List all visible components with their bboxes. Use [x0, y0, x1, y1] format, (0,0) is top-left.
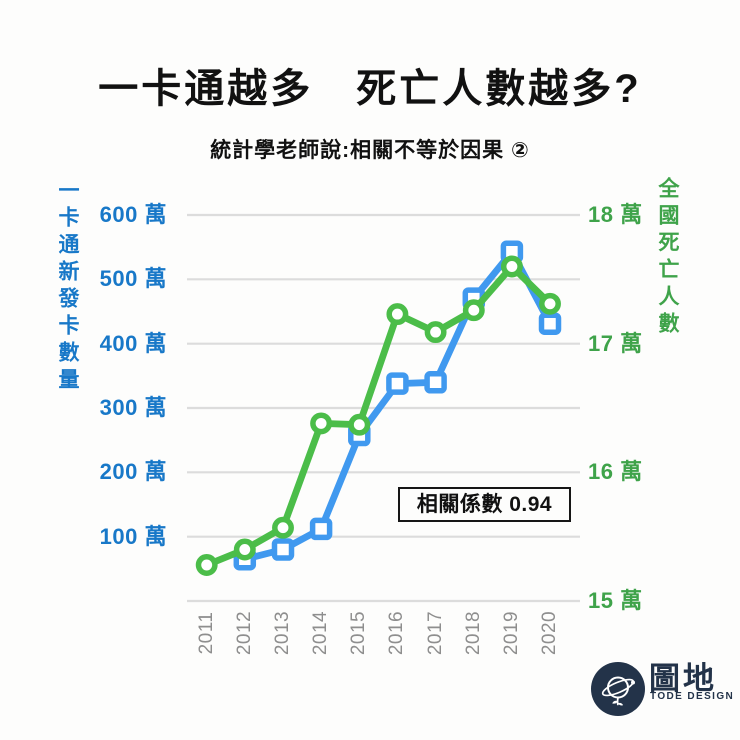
x-axis-year-label: 2017	[425, 610, 446, 656]
x-axis-year-label: 2020	[539, 610, 560, 656]
circle-data-marker	[500, 255, 523, 278]
circle-data-marker	[386, 303, 409, 326]
x-axis-year-label: 2013	[272, 610, 293, 656]
page-subtitle: 統計學老師說:相關不等於因果 ②	[210, 139, 530, 162]
x-axis-year-label: 2019	[501, 610, 522, 656]
square-data-marker	[309, 517, 333, 541]
circle-data-marker	[195, 554, 218, 576]
square-data-marker	[538, 312, 562, 335]
circle-data-marker	[348, 413, 371, 436]
right-series-line	[203, 263, 554, 569]
right-axis-tick-label: 16 萬	[588, 459, 643, 484]
line-chart	[187, 213, 580, 603]
left-axis-tick-label: 100 萬	[99, 524, 167, 549]
left-axis-tick-label: 400 萬	[99, 331, 167, 356]
left-axis-title: 一卡通新發卡數量	[56, 179, 79, 395]
square-data-marker	[386, 372, 409, 395]
square-data-marker	[271, 538, 295, 561]
logo-text: 圖地	[649, 661, 717, 696]
circle-data-marker	[233, 538, 256, 561]
right-axis-title: 全國死亡人數	[656, 177, 679, 339]
x-axis-year-label: 2011	[196, 611, 217, 655]
x-axis-year-label: 2014	[310, 610, 331, 656]
left-axis-tick-label: 200 萬	[99, 459, 167, 484]
left-axis-tick-label: 500 萬	[99, 266, 167, 291]
circle-data-marker	[424, 321, 447, 344]
chart-plot-area	[187, 195, 580, 625]
correlation-annotation: 相關係數 0.94	[398, 487, 571, 522]
x-axis-year-label: 2015	[348, 610, 369, 656]
planet-logo-icon	[591, 662, 645, 716]
circle-data-marker	[462, 299, 485, 322]
page-title: 一卡通越多 死亡人數越多?	[98, 67, 642, 111]
x-axis-year-label: 2018	[463, 610, 484, 656]
logo-subtext: TODE DESIGN	[650, 691, 735, 702]
square-data-marker	[424, 371, 447, 394]
left-axis-tick-label: 600 萬	[99, 202, 167, 227]
x-axis-year-label: 2012	[234, 610, 255, 656]
right-axis-tick-label: 18 萬	[588, 202, 643, 227]
right-axis-tick-label: 17 萬	[588, 331, 643, 356]
left-axis-tick-label: 300 萬	[99, 395, 167, 420]
circle-data-marker	[272, 516, 294, 539]
circle-data-marker	[539, 292, 561, 315]
x-axis-year-label: 2016	[386, 610, 407, 656]
right-axis-tick-label: 15 萬	[588, 588, 643, 613]
circle-data-marker	[310, 412, 333, 435]
